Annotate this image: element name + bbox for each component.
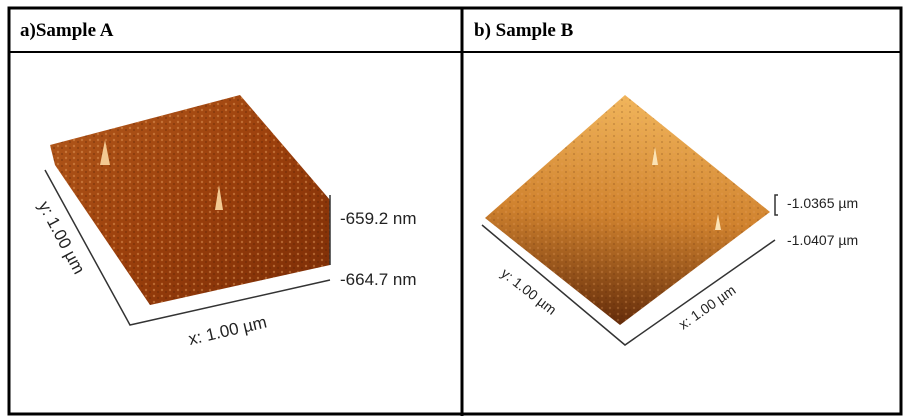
x-axis-label: x: 1.00 µm (676, 282, 739, 333)
panel-title: b) Sample B (474, 20, 574, 41)
z-bottom-label: -664.7 nm (340, 270, 417, 289)
y-axis-label: y: 1.00 µm (34, 198, 88, 277)
afm-image-b (482, 95, 778, 345)
x-axis-label: x: 1.00 µm (187, 312, 269, 348)
afm-image-a (45, 95, 330, 325)
z-top-label: -1.0365 µm (787, 195, 858, 211)
y-axis-label: y: 1.00 µm (498, 265, 560, 318)
z-bottom-label: -1.0407 µm (787, 232, 858, 248)
z-top-label: -659.2 nm (340, 209, 417, 228)
panel-title: a)Sample A (20, 20, 114, 41)
figure: a)Sample A b) Sample B y: 1.00 µm x: 1.0… (0, 0, 903, 416)
